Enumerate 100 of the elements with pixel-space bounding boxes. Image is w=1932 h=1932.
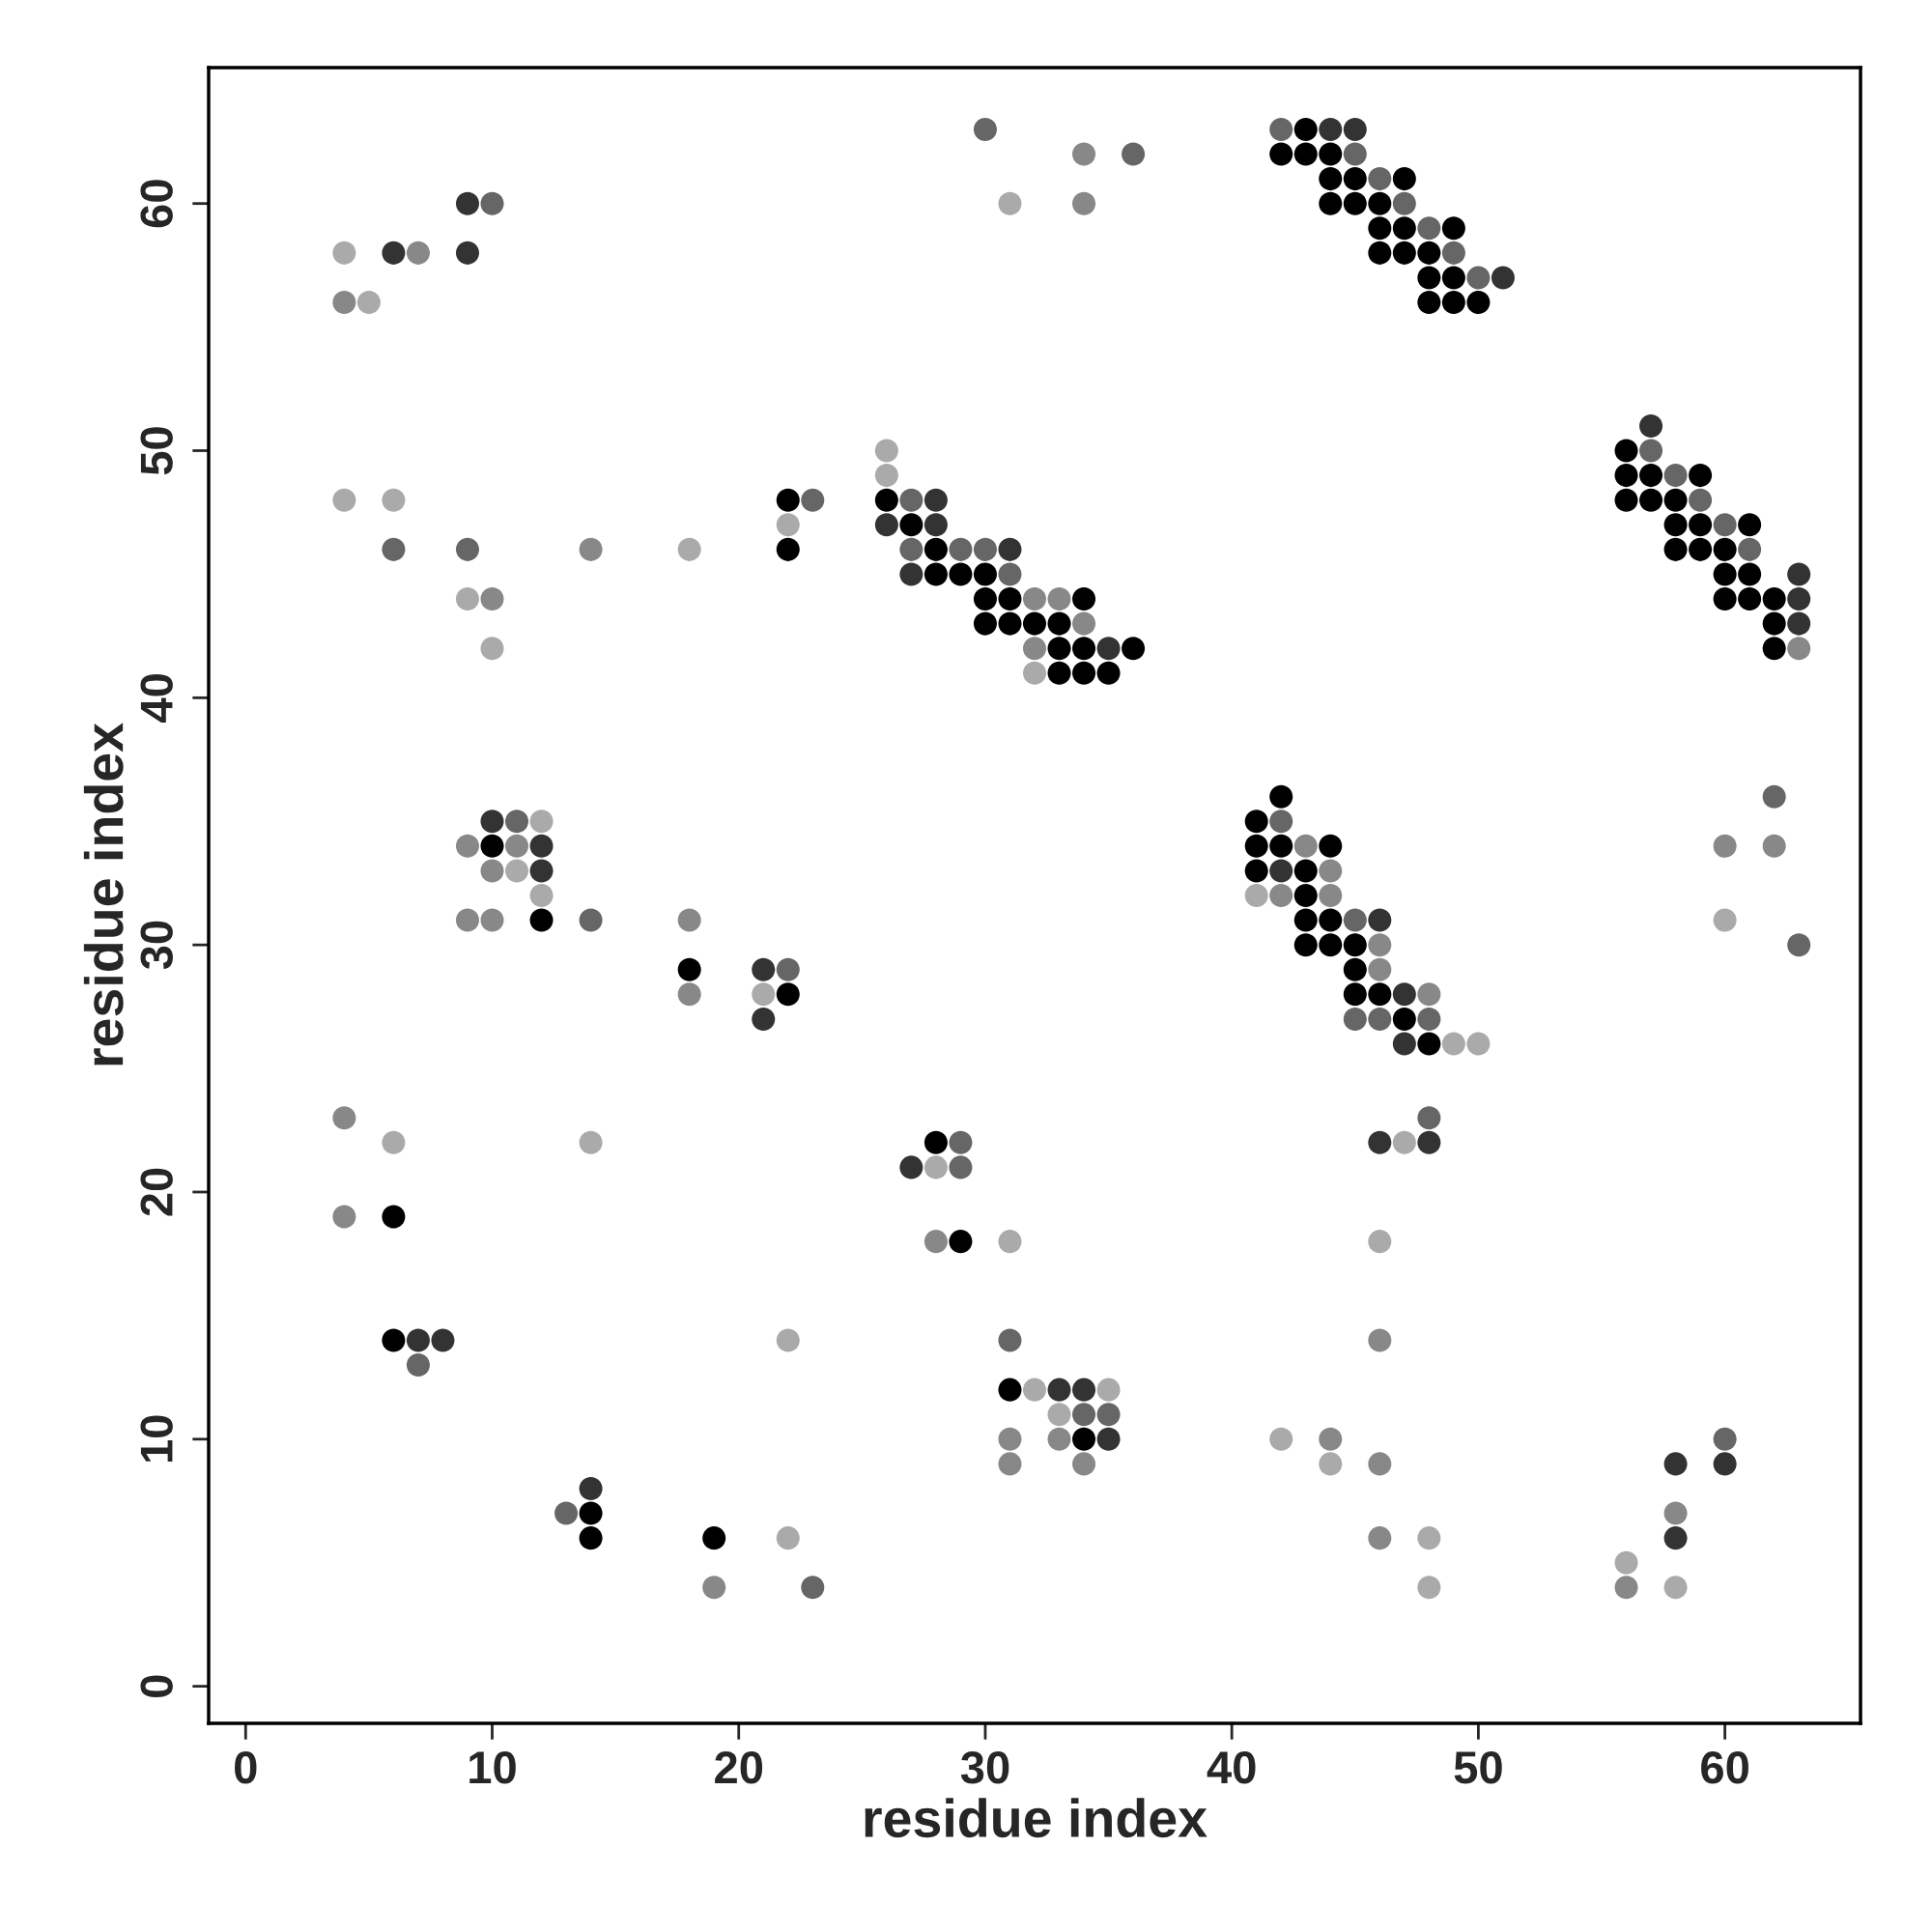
point bbox=[973, 117, 997, 141]
point bbox=[406, 1353, 430, 1378]
point bbox=[1417, 1106, 1441, 1130]
y-tick-label: 40 bbox=[140, 674, 173, 723]
point bbox=[1762, 834, 1786, 858]
point bbox=[1244, 883, 1268, 908]
point bbox=[1096, 1403, 1121, 1427]
point bbox=[949, 1130, 973, 1154]
point bbox=[356, 291, 381, 315]
point bbox=[332, 291, 356, 315]
point bbox=[1713, 908, 1737, 932]
point bbox=[1269, 859, 1293, 883]
point bbox=[677, 908, 701, 932]
point bbox=[1368, 1452, 1392, 1476]
point bbox=[1368, 1130, 1392, 1154]
point bbox=[1343, 142, 1367, 166]
point bbox=[776, 1328, 800, 1352]
point bbox=[998, 1230, 1022, 1254]
point bbox=[480, 810, 504, 834]
point bbox=[1343, 117, 1367, 141]
point bbox=[702, 1576, 726, 1600]
point bbox=[480, 637, 504, 661]
point bbox=[332, 241, 356, 265]
point bbox=[973, 537, 997, 561]
point bbox=[579, 908, 603, 932]
point bbox=[529, 859, 554, 883]
point bbox=[752, 957, 776, 981]
point bbox=[998, 191, 1022, 215]
point bbox=[455, 834, 480, 858]
point bbox=[899, 488, 923, 512]
point bbox=[554, 1501, 579, 1525]
point bbox=[776, 513, 800, 537]
x-axis-title: residue index bbox=[865, 1798, 1208, 1838]
point bbox=[1269, 883, 1293, 908]
point bbox=[579, 1130, 603, 1154]
point bbox=[1417, 1130, 1441, 1154]
point bbox=[1787, 562, 1811, 586]
point bbox=[1762, 784, 1786, 809]
point bbox=[1022, 637, 1047, 661]
point bbox=[1466, 266, 1491, 290]
point bbox=[1047, 1427, 1071, 1451]
point bbox=[1441, 1032, 1465, 1056]
point bbox=[1417, 982, 1441, 1007]
point bbox=[1269, 117, 1293, 141]
point bbox=[1663, 464, 1688, 488]
point bbox=[505, 810, 529, 834]
point bbox=[998, 1427, 1022, 1451]
point bbox=[923, 488, 948, 512]
point bbox=[480, 908, 504, 932]
point bbox=[1787, 586, 1811, 611]
y-tick-label: 50 bbox=[140, 427, 173, 475]
point bbox=[1072, 1378, 1096, 1402]
point bbox=[1713, 1427, 1737, 1451]
point bbox=[1689, 488, 1713, 512]
point bbox=[1417, 1007, 1441, 1031]
point bbox=[1368, 1007, 1392, 1031]
point bbox=[455, 908, 480, 932]
point bbox=[1491, 266, 1515, 290]
point bbox=[874, 513, 898, 537]
point bbox=[1663, 1576, 1688, 1600]
y-tick-label: 20 bbox=[140, 1168, 173, 1216]
point bbox=[1122, 142, 1146, 166]
point bbox=[1293, 834, 1318, 858]
point bbox=[923, 513, 948, 537]
y-tick-label: 60 bbox=[140, 180, 173, 228]
point bbox=[1096, 1378, 1121, 1402]
point bbox=[1022, 1378, 1047, 1402]
point bbox=[1022, 661, 1047, 685]
point bbox=[382, 241, 406, 265]
point bbox=[874, 464, 898, 488]
point bbox=[1072, 191, 1096, 215]
point bbox=[1368, 1230, 1392, 1254]
point bbox=[406, 1328, 430, 1352]
point bbox=[455, 586, 480, 611]
x-tick-label: 10 bbox=[469, 1751, 516, 1784]
point bbox=[332, 1106, 356, 1130]
x-tick-label: 20 bbox=[715, 1751, 763, 1784]
point bbox=[1368, 957, 1392, 981]
point bbox=[1713, 834, 1737, 858]
point bbox=[949, 1155, 973, 1179]
point bbox=[455, 537, 480, 561]
point bbox=[505, 834, 529, 858]
x-tick-label: 60 bbox=[1701, 1751, 1748, 1784]
point bbox=[1392, 1032, 1416, 1056]
point bbox=[1022, 586, 1047, 611]
point bbox=[1047, 1403, 1071, 1427]
point bbox=[998, 1328, 1022, 1352]
point bbox=[923, 1230, 948, 1254]
point bbox=[1639, 439, 1663, 463]
point bbox=[677, 537, 701, 561]
point bbox=[529, 883, 554, 908]
point bbox=[431, 1328, 455, 1352]
point bbox=[1072, 1403, 1096, 1427]
point bbox=[332, 488, 356, 512]
point bbox=[1417, 216, 1441, 241]
x-tick-label: 0 bbox=[235, 1751, 257, 1784]
point bbox=[1713, 1452, 1737, 1476]
point bbox=[1269, 810, 1293, 834]
point bbox=[1096, 1427, 1121, 1451]
point bbox=[505, 859, 529, 883]
